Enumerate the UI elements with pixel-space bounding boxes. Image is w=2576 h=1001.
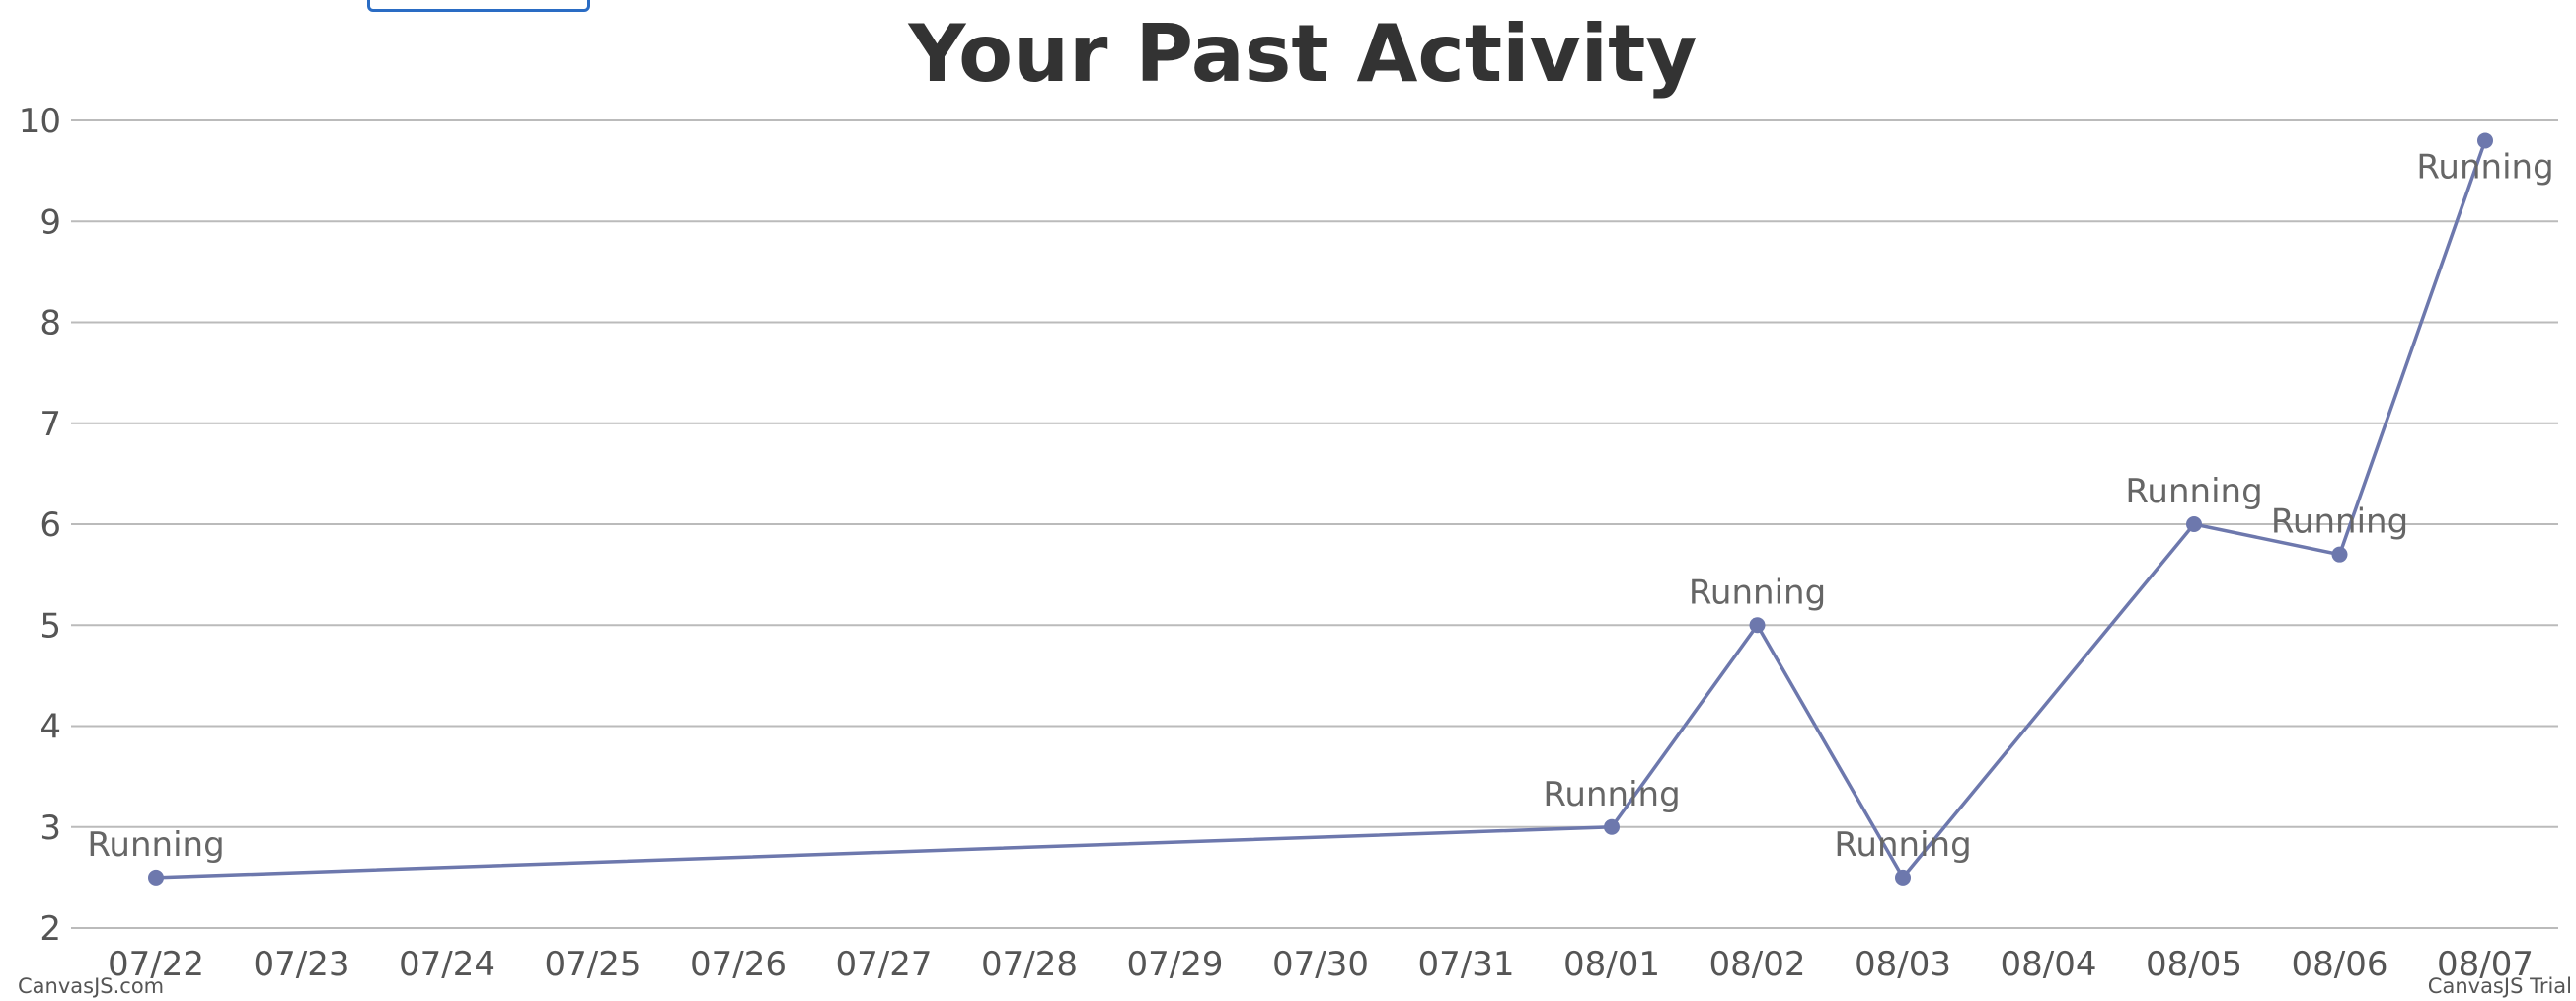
chart-title: Your Past Activity xyxy=(908,8,1698,100)
x-tick-label: 08/05 xyxy=(2146,945,2242,984)
y-tick-label: 2 xyxy=(39,909,61,949)
data-points xyxy=(148,132,2493,886)
x-tick-label: 07/25 xyxy=(545,945,642,984)
y-tick-label: 7 xyxy=(39,405,61,444)
y-tick-label: 9 xyxy=(39,202,61,242)
y-tick-label: 3 xyxy=(39,808,61,848)
x-tick-label: 07/29 xyxy=(1127,945,1224,984)
data-point[interactable] xyxy=(2477,132,2493,149)
data-point[interactable] xyxy=(2331,546,2348,563)
data-labels: RunningRunningRunningRunningRunningRunni… xyxy=(87,147,2553,864)
y-tick-label: 8 xyxy=(39,304,61,344)
x-tick-label: 07/28 xyxy=(981,945,1078,984)
credit-left[interactable]: CanvasJS.com xyxy=(18,974,164,998)
data-label: Running xyxy=(2125,472,2262,511)
y-tick-label: 6 xyxy=(39,505,61,545)
data-point[interactable] xyxy=(1895,869,1911,886)
x-tick-label: 07/22 xyxy=(108,945,204,984)
data-label: Running xyxy=(2271,502,2408,542)
activity-type-select[interactable] xyxy=(367,0,590,12)
data-point[interactable] xyxy=(148,869,164,886)
x-tick-label: 07/30 xyxy=(1272,945,1369,984)
x-tick-label: 08/01 xyxy=(1563,945,1660,984)
x-tick-label: 07/26 xyxy=(690,945,787,984)
x-tick-label: 08/02 xyxy=(1709,945,1806,984)
data-label: Running xyxy=(2416,147,2553,187)
x-tick-label: 07/24 xyxy=(399,945,495,984)
x-tick-label: 07/27 xyxy=(836,945,933,984)
x-axis: 07/22 07/23 07/24 07/25 07/26 07/27 07/28 07/29… xyxy=(108,945,2534,984)
data-point[interactable] xyxy=(2186,516,2202,532)
data-point[interactable] xyxy=(1604,818,1620,835)
data-point[interactable] xyxy=(1749,617,1766,634)
x-tick-label: 08/06 xyxy=(2292,945,2388,984)
y-tick-label: 5 xyxy=(39,606,61,646)
y-tick-label: 4 xyxy=(39,708,61,747)
x-tick-label: 07/31 xyxy=(1418,945,1515,984)
y-axis: 2 3 4 5 6 7 8 9 10 xyxy=(19,102,61,949)
data-label: Running xyxy=(1543,775,1680,814)
y-tick-label: 10 xyxy=(19,102,61,141)
data-label: Running xyxy=(1834,825,1971,865)
x-tick-label: 08/07 xyxy=(2437,945,2534,984)
x-tick-label: 07/23 xyxy=(254,945,350,984)
gridlines xyxy=(71,119,2558,929)
data-label: Running xyxy=(87,825,224,865)
x-tick-label: 08/03 xyxy=(1855,945,1951,984)
x-tick-label: 08/04 xyxy=(2001,945,2097,984)
data-label: Running xyxy=(1689,573,1826,612)
credit-right: CanvasJS Trial xyxy=(2428,974,2572,998)
